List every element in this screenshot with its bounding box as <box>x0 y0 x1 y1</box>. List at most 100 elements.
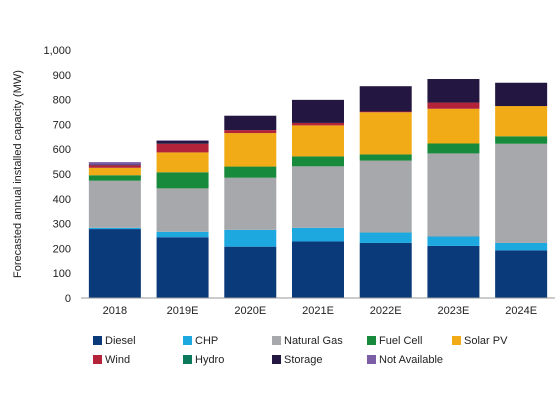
bar-segment-solar-pv <box>292 125 344 157</box>
legend-label: Natural Gas <box>284 335 343 347</box>
legend-swatch <box>183 355 192 364</box>
bar-segment-fuel-cell <box>156 172 209 189</box>
bar-segment-solar-pv <box>224 133 277 167</box>
legend-item-natural-gas: Natural Gas <box>272 335 343 347</box>
x-tick-label: 2021E <box>302 305 334 317</box>
bar-segment-diesel <box>156 237 209 298</box>
bar-segment-diesel <box>427 245 480 298</box>
bar-segment-natural-gas <box>292 166 344 228</box>
legend-label: Solar PV <box>464 335 508 347</box>
bar-segment-natural-gas <box>495 143 548 243</box>
x-tick-label: 2022E <box>370 305 402 317</box>
legend-swatch <box>93 336 102 345</box>
y-tick-label: 900 <box>53 70 71 82</box>
x-tick-label: 2024E <box>505 305 537 317</box>
bar-segment-solar-pv <box>495 106 548 137</box>
bar-segment-wind <box>292 122 344 126</box>
x-tick-label: 2020E <box>234 305 266 317</box>
legend-item-not-available: Not Available <box>367 354 443 366</box>
y-tick-label: 0 <box>65 293 71 305</box>
y-tick-label: 400 <box>53 194 71 206</box>
legend-label: Not Available <box>379 354 443 366</box>
legend-swatch <box>272 355 281 364</box>
bar-segment-natural-gas <box>88 180 141 228</box>
legend-label: Fuel Cell <box>379 335 422 347</box>
y-tick-label: 800 <box>53 95 71 107</box>
y-axis-title: Forecasted annual installed capacity (MW… <box>12 70 24 278</box>
bar-segment-diesel <box>359 242 412 298</box>
legend-swatch <box>367 336 376 345</box>
legend-swatch <box>183 336 192 345</box>
bar-segment-wind <box>224 130 277 134</box>
bar-segment-storage <box>427 79 480 103</box>
bar-segment-chp <box>88 227 141 230</box>
legend: Diesel CHP Natural Gas Fuel Cell Solar PV Win… <box>93 335 508 366</box>
y-tick-label: 1,000 <box>43 45 71 57</box>
bar-segment-chp <box>427 236 480 246</box>
bar-segment-natural-gas <box>224 177 277 230</box>
bar-segment-storage <box>495 82 548 107</box>
y-axis-ticks: 0 100 200 300 400 500 600 700 800 900 1,000 <box>43 45 71 305</box>
y-tick-label: 200 <box>53 243 71 255</box>
bar-segment-storage <box>156 140 209 144</box>
bar-segment-diesel <box>88 229 141 298</box>
bar-segment-diesel <box>495 250 548 298</box>
legend-label: Diesel <box>105 335 136 347</box>
bar-segment-not-available <box>88 162 141 165</box>
bar-segment-storage <box>359 86 412 112</box>
legend-item-hydro: Hydro <box>183 354 224 366</box>
bar-segment-wind <box>427 102 480 109</box>
bar-segment-fuel-cell <box>427 143 480 154</box>
bar-segment-wind <box>156 143 209 153</box>
y-tick-label: 300 <box>53 219 71 231</box>
y-tick-label: 500 <box>53 169 71 181</box>
x-tick-label: 2023E <box>438 305 470 317</box>
bar-segment-chp <box>224 229 277 247</box>
bar-segment-fuel-cell <box>224 166 277 178</box>
legend-label: Wind <box>105 354 130 366</box>
bar-segment-natural-gas <box>156 188 209 232</box>
y-tick-label: 600 <box>53 144 71 156</box>
bar-segment-not-available <box>156 140 209 141</box>
y-tick-label: 100 <box>53 268 71 280</box>
y-axis-title-group: Forecasted annual installed capacity (MW… <box>12 70 24 278</box>
x-axis-ticks: 2018 2019E 2020E 2021E 2022E 2023E 2024E <box>103 305 537 317</box>
bar-segment-fuel-cell <box>495 136 548 144</box>
legend-item-wind: Wind <box>93 354 130 366</box>
legend-swatch <box>367 355 376 364</box>
legend-item-solar-pv: Solar PV <box>452 335 508 347</box>
bar-segment-fuel-cell <box>359 154 412 161</box>
bar-segment-natural-gas <box>359 160 412 233</box>
legend-swatch <box>452 336 461 345</box>
legend-item-chp: CHP <box>183 335 218 347</box>
bars <box>88 79 548 298</box>
bar-segment-fuel-cell <box>88 175 141 181</box>
bar-segment-storage <box>88 164 141 166</box>
bar-segment-wind <box>88 165 141 168</box>
x-tick-label: 2019E <box>167 305 199 317</box>
x-tick-label: 2018 <box>103 305 127 317</box>
legend-item-storage: Storage <box>272 354 323 366</box>
y-tick-label: 700 <box>53 119 71 131</box>
bar-segment-solar-pv <box>88 167 141 176</box>
legend-label: Hydro <box>195 354 224 366</box>
bar-segment-solar-pv <box>427 108 480 144</box>
legend-swatch <box>93 355 102 364</box>
bar-segment-chp <box>495 242 548 251</box>
bar-segment-diesel <box>224 246 277 298</box>
bar-segment-chp <box>359 232 412 243</box>
legend-label: CHP <box>195 335 218 347</box>
legend-label: Storage <box>284 354 323 366</box>
bar-segment-storage <box>292 99 344 123</box>
bar-segment-diesel <box>292 241 344 298</box>
bar-segment-wind <box>359 111 412 113</box>
bar-segment-chp <box>292 227 344 242</box>
bar-segment-solar-pv <box>156 152 209 173</box>
bar-segment-storage <box>224 115 277 131</box>
bar-segment-fuel-cell <box>292 156 344 167</box>
legend-item-fuel-cell: Fuel Cell <box>367 335 422 347</box>
legend-item-diesel: Diesel <box>93 335 136 347</box>
bar-segment-chp <box>156 231 209 238</box>
